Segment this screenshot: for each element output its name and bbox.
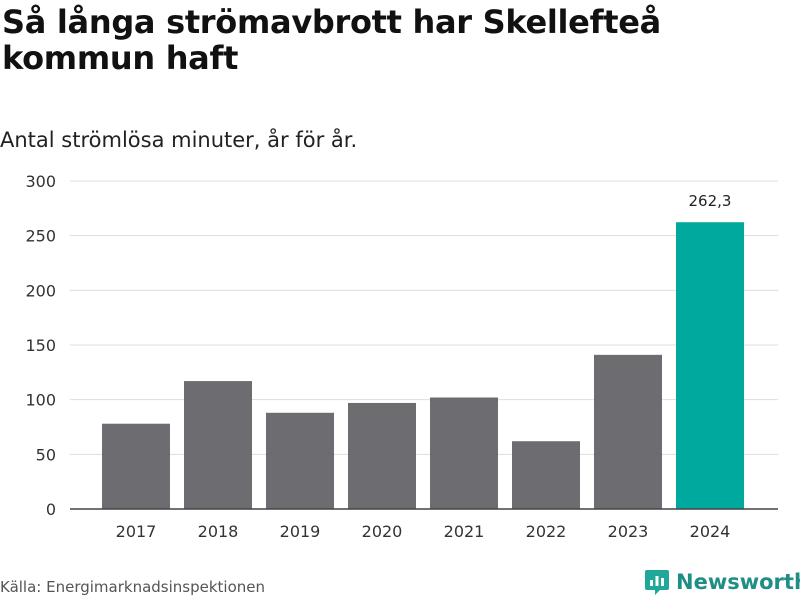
data-label: 262,3	[689, 192, 732, 210]
x-tick-label: 2021	[444, 522, 485, 541]
chart-subtitle: Antal strömlösa minuter, år för år.	[0, 128, 358, 152]
chart-title: Så långa strömavbrott har Skellefteå kom…	[2, 3, 661, 78]
x-tick-label: 2020	[362, 522, 403, 541]
brand-name: Newsworthy	[676, 570, 800, 594]
brand-logo: Newsworthy	[644, 568, 800, 596]
x-tick-label: 2019	[280, 522, 321, 541]
data-labels: 262,3	[689, 192, 732, 210]
bar-2022	[512, 441, 580, 509]
y-tick-label: 250	[25, 227, 56, 246]
y-tick-label: 100	[25, 391, 56, 410]
newsworthy-logo-icon	[645, 570, 669, 595]
bar-2024	[676, 222, 744, 509]
x-axis-ticks: 2017 2018 2019 2020 2021 2022 2023 2024	[116, 522, 731, 541]
bar-2021	[430, 397, 498, 509]
x-tick-label: 2024	[690, 522, 731, 541]
bar-2017	[102, 423, 170, 509]
bar-2023	[594, 354, 662, 509]
y-tick-label: 50	[36, 445, 56, 464]
bar-2019	[266, 412, 334, 509]
bars	[102, 222, 744, 509]
y-tick-label: 200	[25, 281, 56, 300]
y-tick-label: 0	[46, 500, 56, 519]
x-tick-label: 2022	[526, 522, 567, 541]
source-note: Källa: Energimarknadsinspektionen	[0, 578, 266, 596]
y-axis-ticks: 0 50 100 150 200 250 300	[25, 172, 56, 519]
bar-2018	[184, 381, 252, 509]
bar-2020	[348, 402, 416, 509]
y-tick-label: 300	[25, 172, 56, 191]
x-tick-label: 2023	[608, 522, 649, 541]
x-tick-label: 2018	[198, 522, 239, 541]
y-tick-label: 150	[25, 336, 56, 355]
x-tick-label: 2017	[116, 522, 157, 541]
bar-chart: 0 50 100 150 200 250 300 262,3 2017 2018 2019 202…	[25, 172, 778, 541]
gridlines	[70, 180, 778, 455]
